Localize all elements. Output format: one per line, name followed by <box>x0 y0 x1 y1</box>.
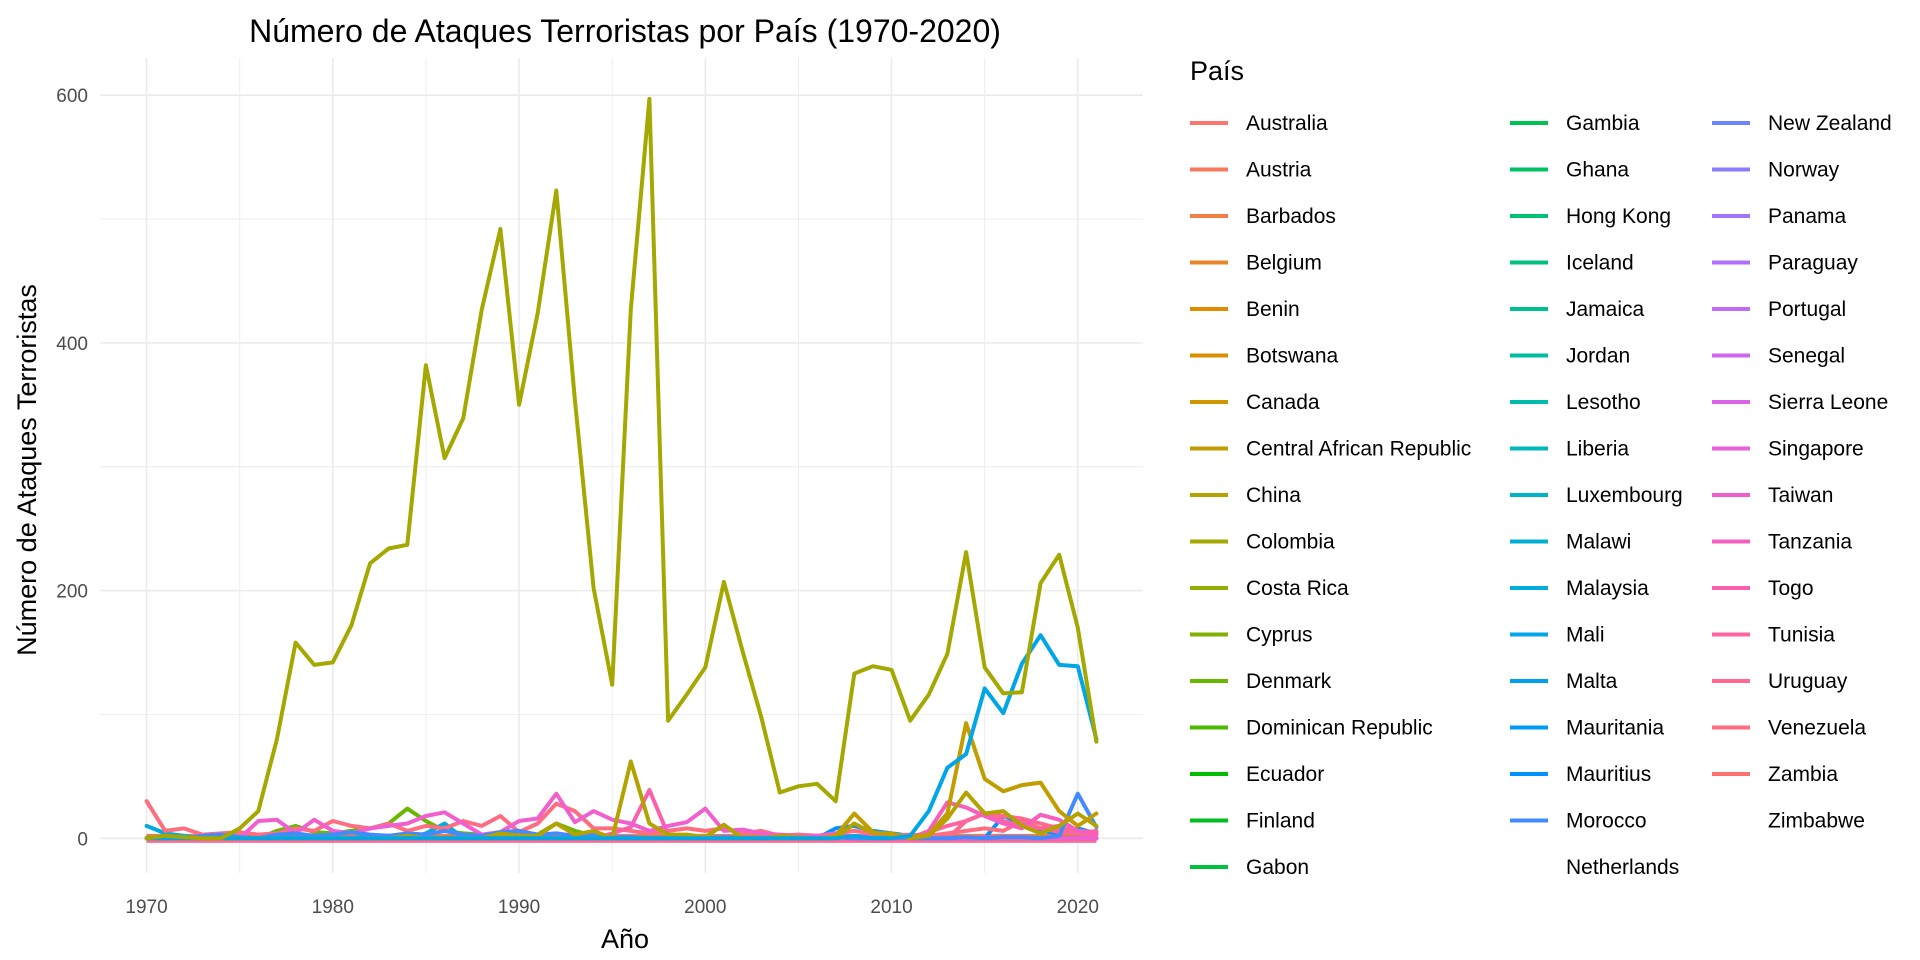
legend-label: New Zealand <box>1768 112 1892 135</box>
legend-label: Venezuela <box>1768 717 1866 740</box>
x-tick-label: 1970 <box>125 897 167 918</box>
legend-label: Finland <box>1246 810 1315 833</box>
legend-label: Malta <box>1566 670 1618 693</box>
x-tick-label: 1990 <box>498 897 540 918</box>
legend-label: Luxembourg <box>1566 484 1683 507</box>
legend-label: Zambia <box>1768 763 1838 786</box>
legend-label: Gabon <box>1246 856 1309 879</box>
legend-label: Gambia <box>1566 112 1640 135</box>
legend-label: Benin <box>1246 298 1300 321</box>
legend-label: Portugal <box>1768 298 1846 321</box>
legend-label: Botswana <box>1246 345 1339 368</box>
legend-label: Ecuador <box>1246 763 1324 786</box>
legend-label: Malawi <box>1566 531 1631 554</box>
legend-label: Togo <box>1768 577 1814 600</box>
legend-label: Dominican Republic <box>1246 717 1433 740</box>
legend-label: Senegal <box>1768 345 1845 368</box>
legend-label: Jordan <box>1566 345 1630 368</box>
x-tick-label: 2010 <box>870 897 912 918</box>
legend-label: Singapore <box>1768 438 1864 461</box>
legend-label: China <box>1246 484 1301 507</box>
legend-label: Canada <box>1246 391 1320 414</box>
legend-label: Mauritius <box>1566 763 1651 786</box>
legend-label: Malaysia <box>1566 577 1649 600</box>
y-tick-label: 400 <box>56 334 88 355</box>
legend-label: Costa Rica <box>1246 577 1349 600</box>
series-line-colombia <box>144 96 1099 841</box>
legend-label: Tunisia <box>1768 624 1835 647</box>
y-tick-label: 200 <box>56 582 88 603</box>
legend-label: Netherlands <box>1566 856 1679 879</box>
y-axis-label: Número de Ataques Terroristas <box>12 284 42 656</box>
series-lines <box>144 96 1099 843</box>
x-axis-ticks: 1970 1980 1990 2000 2010 2020 <box>125 897 1099 918</box>
legend-label: Mauritania <box>1566 717 1664 740</box>
legend-label: Norway <box>1768 159 1840 182</box>
legend-label: Barbados <box>1246 205 1336 228</box>
y-axis-ticks: 0 200 400 600 <box>56 86 88 850</box>
legend-label: Paraguay <box>1768 252 1858 275</box>
legend-label: Central African Republic <box>1246 438 1471 461</box>
legend-label: Morocco <box>1566 810 1647 833</box>
x-axis-label: Año <box>601 924 649 954</box>
x-tick-label: 2000 <box>684 897 726 918</box>
legend-label: Denmark <box>1246 670 1332 693</box>
legend-label: Lesotho <box>1566 391 1641 414</box>
y-tick-label: 600 <box>56 86 88 107</box>
legend-label: Panama <box>1768 205 1847 228</box>
legend-label: Tanzania <box>1768 531 1852 554</box>
legend-label: Sierra Leone <box>1768 391 1888 414</box>
legend-label: Uruguay <box>1768 670 1848 693</box>
x-tick-label: 1980 <box>312 897 354 918</box>
legend-label: Cyprus <box>1246 624 1313 647</box>
y-tick-label: 0 <box>77 829 88 850</box>
legend-label: Belgium <box>1246 252 1322 275</box>
legend: País Australia Austria Barbados Belgium Beni… <box>1190 56 1892 879</box>
chart-title: Número de Ataques Terroristas por País (… <box>249 13 1001 49</box>
legend-label: Liberia <box>1566 438 1629 461</box>
legend-label: Taiwan <box>1768 484 1833 507</box>
legend-label: Hong Kong <box>1566 205 1671 228</box>
x-tick-label: 2020 <box>1057 897 1099 918</box>
legend-label: Ghana <box>1566 159 1629 182</box>
legend-title: País <box>1190 56 1244 86</box>
legend-label: Mali <box>1566 624 1605 647</box>
legend-label: Australia <box>1246 112 1328 135</box>
legend-label: Jamaica <box>1566 298 1645 321</box>
series-line-mali <box>144 633 1099 841</box>
legend-label: Austria <box>1246 159 1312 182</box>
legend-label: Iceland <box>1566 252 1634 275</box>
legend-items: Australia Austria Barbados Belgium Benin Bots… <box>1190 112 1892 879</box>
legend-label: Zimbabwe <box>1768 810 1865 833</box>
legend-label: Colombia <box>1246 531 1335 554</box>
